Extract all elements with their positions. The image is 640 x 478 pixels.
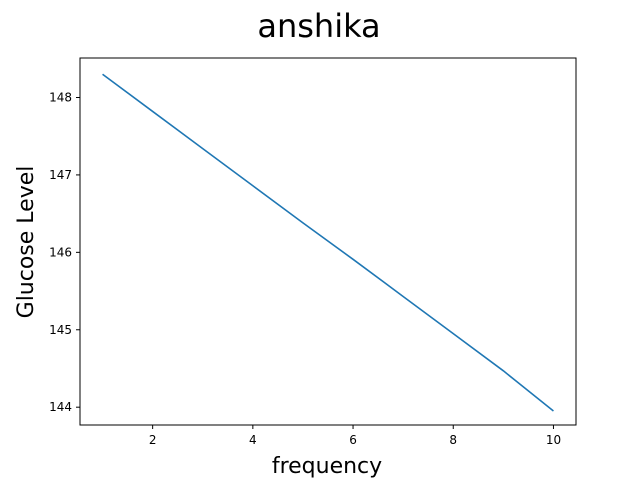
series-line-0: [102, 73, 554, 412]
chart-title: anshika: [257, 7, 380, 45]
y-axis-label: Glucose Level: [14, 166, 39, 319]
y-tick-label: 146: [49, 245, 72, 259]
x-tick-label: 4: [249, 433, 257, 447]
y-tick-label: 144: [49, 400, 72, 414]
x-tick-label: 6: [349, 433, 357, 447]
y-tick-label: 145: [49, 323, 72, 337]
x-tick-label: 10: [546, 433, 561, 447]
x-tick-label: 8: [449, 433, 457, 447]
x-tick-label: 2: [149, 433, 157, 447]
plot-frame: [79, 57, 577, 426]
y-tick-label: 148: [49, 90, 72, 104]
x-axis-label: frequency: [272, 454, 382, 478]
y-tick-label: 147: [49, 168, 72, 182]
